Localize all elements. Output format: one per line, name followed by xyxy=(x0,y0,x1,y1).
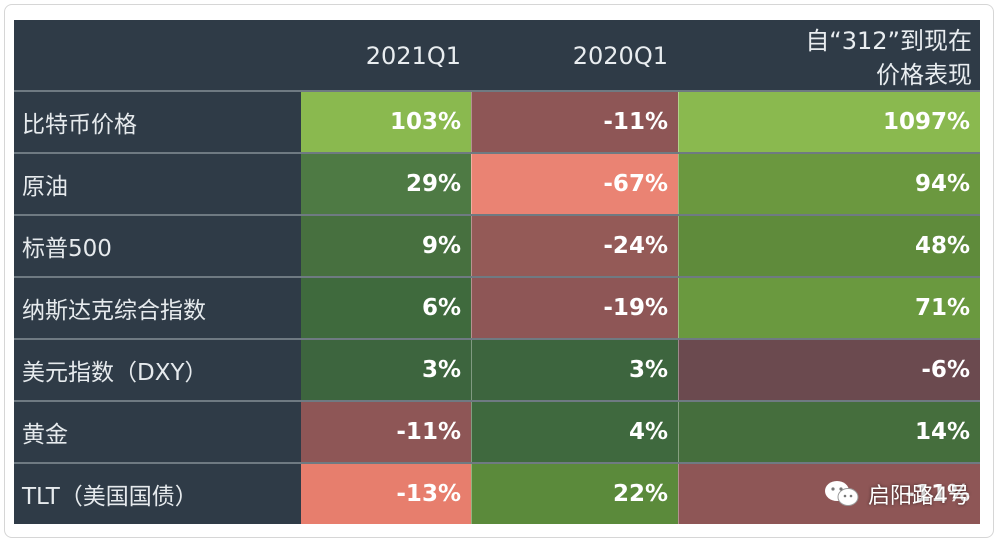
value-label: 48% xyxy=(914,233,970,259)
value-cell: 6% xyxy=(301,278,471,338)
performance-table: 2021Q1 2020Q1 自“312”到现在 价格表现比特币价格 103% -11% 10… xyxy=(14,20,980,524)
value-cell: 94% xyxy=(678,154,980,214)
value-cell: 48% xyxy=(678,216,980,276)
value-label: 29% xyxy=(405,171,461,197)
value-label: 1097% xyxy=(882,109,970,135)
header-cell-1: 2021Q1 xyxy=(301,20,471,90)
value-label: 4% xyxy=(628,419,668,445)
value-label: -67% xyxy=(603,171,668,197)
value-cell: -67% xyxy=(471,154,678,214)
value-label: 94% xyxy=(914,171,970,197)
row-label: 比特币价格 xyxy=(22,112,137,138)
row-label-cell: 黄金 xyxy=(14,402,301,462)
header-label: 自“312”到现在 价格表现 xyxy=(805,27,972,89)
value-cell: 1097% xyxy=(678,92,980,152)
value-cell: -6% xyxy=(678,340,980,400)
value-label: -13% xyxy=(396,481,461,507)
value-cell: 103% xyxy=(301,92,471,152)
row-label-cell: 纳斯达克综合指数 xyxy=(14,278,301,338)
value-cell: 71% xyxy=(678,278,980,338)
value-cell: 29% xyxy=(301,154,471,214)
row-label: 黄金 xyxy=(22,422,68,448)
watermark: 启阳路4号 xyxy=(824,478,970,510)
row-label-cell: 美元指数（DXY） xyxy=(14,340,301,400)
value-label: -11% xyxy=(905,481,970,507)
value-label: 3% xyxy=(628,357,668,383)
row-label-cell: 原油 xyxy=(14,154,301,214)
watermark-text: 启阳路4号 xyxy=(868,484,970,509)
value-label: 71% xyxy=(914,295,970,321)
value-label: -19% xyxy=(603,295,668,321)
row-label: 标普500 xyxy=(22,236,112,262)
value-label: 9% xyxy=(421,233,461,259)
value-cell: 22% xyxy=(471,464,678,524)
row-label: 原油 xyxy=(22,174,68,200)
value-cell: 3% xyxy=(301,340,471,400)
row-label-cell: 比特币价格 xyxy=(14,92,301,152)
header-cell-2: 2020Q1 xyxy=(471,20,678,90)
header-label: 2021Q1 xyxy=(365,42,461,70)
value-cell: -11% xyxy=(471,92,678,152)
row-label: 纳斯达克综合指数 xyxy=(22,298,206,324)
value-label: 22% xyxy=(612,481,668,507)
header-label: 2020Q1 xyxy=(572,42,668,70)
row-label-cell: TLT（美国国债） xyxy=(14,464,301,524)
row-label: TLT（美国国债） xyxy=(22,484,198,510)
wechat-icon xyxy=(824,479,860,509)
row-label-cell: 标普500 xyxy=(14,216,301,276)
value-label: -24% xyxy=(603,233,668,259)
value-cell: -11% xyxy=(301,402,471,462)
value-cell: -13% xyxy=(301,464,471,524)
value-cell: -24% xyxy=(471,216,678,276)
value-cell: 3% xyxy=(471,340,678,400)
value-label: 6% xyxy=(421,295,461,321)
row-label: 美元指数（DXY） xyxy=(22,360,208,386)
value-cell: 4% xyxy=(471,402,678,462)
value-cell: 14% xyxy=(678,402,980,462)
value-label: 103% xyxy=(389,109,461,135)
header-cell-0 xyxy=(14,20,301,90)
value-label: 3% xyxy=(421,357,461,383)
value-label: 14% xyxy=(914,419,970,445)
value-label: -11% xyxy=(396,419,461,445)
value-cell: -19% xyxy=(471,278,678,338)
value-cell: 9% xyxy=(301,216,471,276)
value-label: -11% xyxy=(603,109,668,135)
header-cell-3: 自“312”到现在 价格表现 xyxy=(678,20,980,90)
value-label: -6% xyxy=(921,357,970,383)
